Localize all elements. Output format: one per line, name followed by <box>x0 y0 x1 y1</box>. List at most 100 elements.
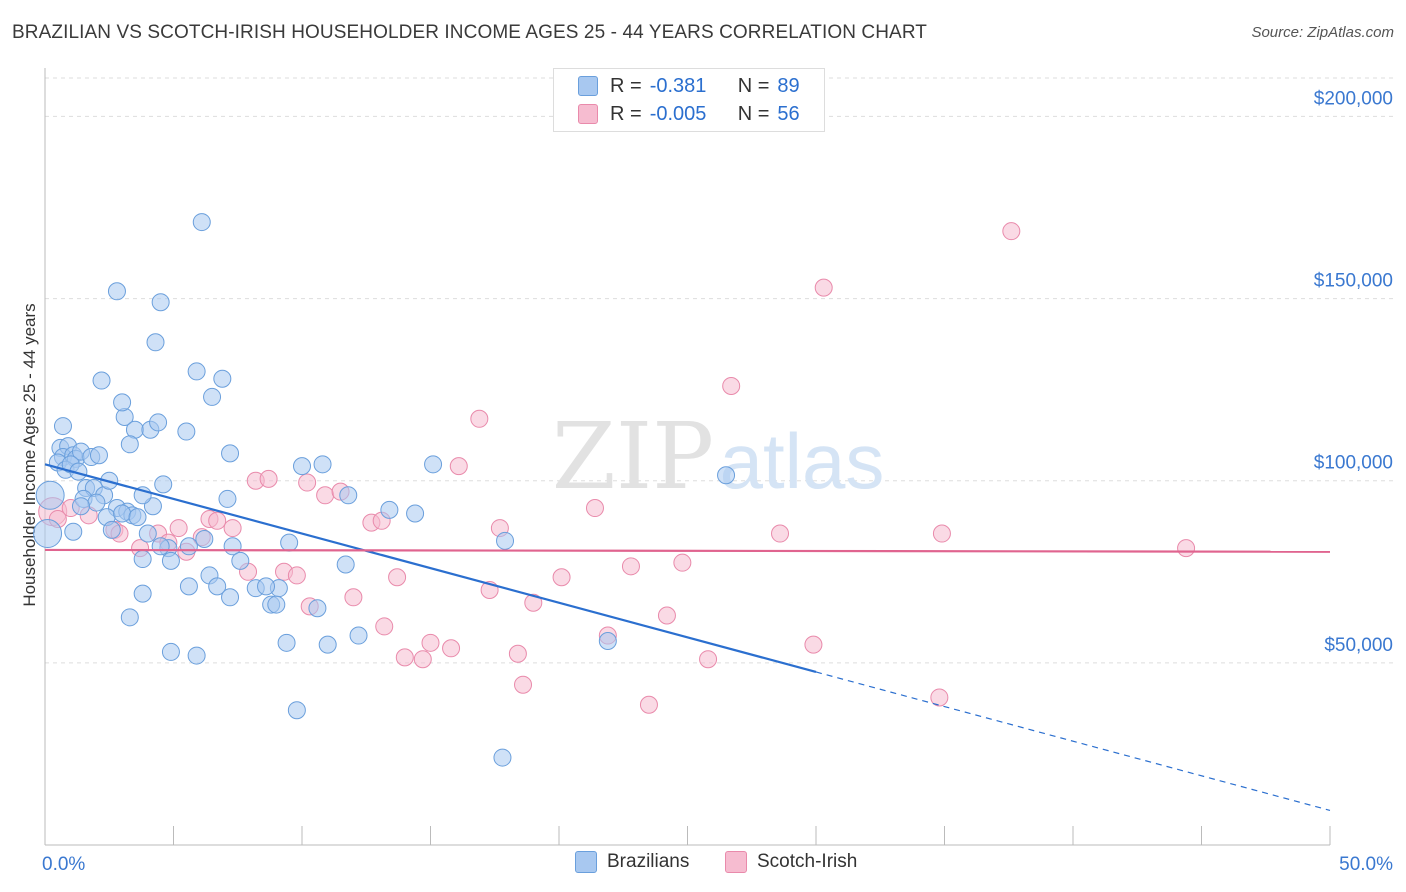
r-label: R = <box>610 74 642 97</box>
legend-row-scotch-irish: R = -0.005 N = 56 <box>578 101 800 127</box>
brazilian-point <box>380 500 399 519</box>
brazilian-point <box>231 551 250 570</box>
legend-label: Scotch-Irish <box>757 851 858 872</box>
y-tick-labels: $50,000 $100,000 $150,000 $200,000 <box>1314 88 1393 655</box>
legend-label: Brazilians <box>607 851 690 872</box>
n-label: N = <box>737 102 770 125</box>
brazilian-point <box>161 551 180 570</box>
brazilian-point <box>120 608 139 627</box>
chart-title: BRAZILIAN VS SCOTCH-IRISH HOUSEHOLDER IN… <box>12 22 928 43</box>
y-tick-label: $100,000 <box>1314 453 1393 474</box>
scotch-irish-point <box>449 457 468 476</box>
scotch-irish-point <box>930 688 949 707</box>
scotch-irish-point <box>814 278 833 297</box>
scotch-irish-point <box>621 557 640 576</box>
scotch-irish-point <box>771 524 790 543</box>
brazilian-point <box>87 493 106 512</box>
correlation-legend: R = -0.381 N = 89 R = -0.005 N = 56 <box>553 68 825 132</box>
brazilians-trend-line <box>44 463 817 674</box>
r-value: -0.005 <box>649 102 707 125</box>
x-tick-label: 0.0% <box>42 854 85 875</box>
scotch-irish-point <box>639 695 658 714</box>
brazilian-point <box>218 489 237 508</box>
brazilian-point <box>280 533 299 552</box>
brazilians-swatch <box>578 76 598 96</box>
r-label: R = <box>610 102 642 125</box>
brazilian-point <box>71 497 90 516</box>
brazilian-point <box>313 455 332 474</box>
brazilian-point <box>349 626 368 645</box>
brazilian-point <box>195 530 214 548</box>
brazilian-point <box>318 635 337 654</box>
brazilian-point <box>221 444 240 463</box>
scotch-irish-point <box>699 650 718 669</box>
brazilian-point <box>496 531 515 550</box>
brazilian-point <box>287 701 306 720</box>
r-value: -0.381 <box>649 74 707 97</box>
scotch-irish-point <box>508 644 527 663</box>
brazilian-point <box>213 369 232 388</box>
legend-item-scotch-irish[interactable]: Scotch-Irish <box>725 851 857 873</box>
y-tick-label: $150,000 <box>1314 271 1393 292</box>
brazilian-point <box>208 577 227 596</box>
scotch-irish-swatch <box>578 104 598 124</box>
brazilian-point <box>149 413 168 432</box>
scotch-irish-point <box>344 588 363 607</box>
series-legend: Brazilians Scotch-Irish <box>0 851 1406 877</box>
brazilian-point <box>128 508 147 527</box>
brazilian-point <box>717 466 736 485</box>
brazilian-point <box>257 577 276 596</box>
scotch-irish-point <box>524 593 543 612</box>
trend-lines <box>44 463 1331 811</box>
watermark-zip: ZIP <box>552 403 714 510</box>
brazilian-point <box>64 522 83 541</box>
brazilian-point <box>221 588 240 607</box>
watermark-atlas: atlas <box>720 417 885 505</box>
y-tick-label: $200,000 <box>1314 88 1393 109</box>
scotch-irish-trend-line <box>44 548 1331 553</box>
brazilian-point <box>107 282 126 301</box>
brazilian-point <box>267 595 286 614</box>
scotch-irish-point <box>1002 222 1021 241</box>
scotch-irish-point <box>1177 539 1196 558</box>
brazilian-point <box>133 584 152 603</box>
brazilians-swatch <box>575 851 597 873</box>
brazilian-point <box>113 504 132 523</box>
brazilian-point <box>33 519 63 549</box>
brazilian-point <box>138 524 157 543</box>
scotch-irish-point <box>208 511 227 530</box>
brazilian-point <box>598 632 617 650</box>
n-value: 56 <box>777 102 800 125</box>
y-tick-label: $50,000 <box>1324 635 1393 656</box>
brazilians-trend-line-extension <box>815 671 1331 811</box>
brazilian-point <box>154 475 173 494</box>
axes <box>44 68 1331 846</box>
brazilian-point <box>406 504 425 523</box>
scotch-irish-point <box>673 553 692 572</box>
brazilian-point <box>493 748 512 767</box>
brazilian-point <box>161 642 180 661</box>
scotch-irish-point <box>223 519 242 538</box>
legend-row-brazilians: R = -0.381 N = 89 <box>578 73 800 99</box>
brazilian-point <box>179 537 198 556</box>
scotch-irish-points <box>38 222 1196 714</box>
legend-item-brazilians[interactable]: Brazilians <box>575 851 689 873</box>
scotch-irish-point <box>585 499 604 518</box>
n-value: 89 <box>777 74 800 97</box>
brazilian-point <box>339 486 358 505</box>
brazilian-point <box>151 293 170 312</box>
scotch-irish-point <box>259 469 278 488</box>
scotch-irish-point <box>932 524 951 543</box>
brazilian-point <box>53 417 72 436</box>
scotch-irish-point <box>442 639 461 658</box>
scotch-irish-point <box>287 566 306 585</box>
brazilian-point <box>35 480 65 510</box>
scotch-irish-point <box>316 486 335 505</box>
brazilian-point <box>203 387 222 406</box>
scotch-irish-point <box>804 635 823 654</box>
brazilian-point <box>187 646 206 665</box>
brazilian-point <box>177 422 196 441</box>
scotch-irish-point <box>470 409 489 428</box>
brazilian-point <box>133 550 152 569</box>
